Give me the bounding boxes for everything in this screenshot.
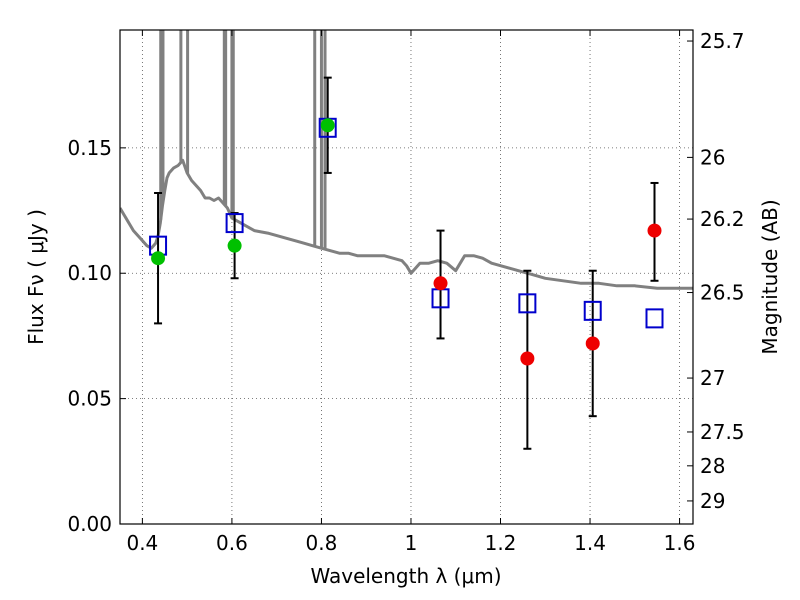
y2-tick-label: 26.5: [700, 281, 745, 305]
observed-point-green: [151, 251, 166, 266]
observed-point-red: [520, 351, 535, 366]
x-tick-label: 1: [405, 531, 418, 555]
y-axis-title: Flux Fν ( μJy ): [24, 209, 48, 345]
y-tick-label: 0.05: [67, 387, 112, 411]
plot-frame: [119, 29, 694, 525]
observed-point-green: [227, 238, 242, 253]
y-tick-label: 0.10: [67, 261, 112, 285]
y-tick-label: 0.00: [67, 512, 112, 536]
observed-point-red: [585, 336, 600, 351]
x-tick-label: 0.8: [306, 531, 338, 555]
y2-tick-label: 26.2: [700, 207, 745, 231]
y2-axis-title: Magnitude (AB): [758, 199, 782, 354]
y-tick-label: 0.15: [67, 136, 112, 160]
y2-tick-label: 29: [700, 489, 725, 513]
x-tick-label: 1.6: [664, 531, 696, 555]
y2-tick-label: 26: [700, 145, 725, 169]
axis-ticks: 0.4 0.6 0.8 1 1.2 1.4 1.6 0.00 0.05 0.10 0.15 25.7 2…: [67, 29, 744, 555]
y2-tick-label: 25.7: [700, 29, 745, 53]
model-photometry-square: [225, 213, 244, 234]
x-axis-title: Wavelength λ (μm): [310, 564, 501, 588]
model-photometry-square: [583, 300, 602, 321]
y2-tick-label: 27: [700, 366, 725, 390]
plot-area: [120, 30, 693, 450]
y2-tick-label: 27.5: [700, 420, 745, 444]
model-photometry-square: [518, 293, 537, 314]
y2-tick-label: 28: [700, 454, 725, 478]
observed-point-red: [647, 223, 662, 238]
x-tick-label: 0.6: [216, 531, 248, 555]
model-sed-line: [120, 158, 693, 290]
x-tick-label: 0.4: [126, 531, 158, 555]
model-photometry-square: [645, 308, 664, 329]
x-tick-label: 1.2: [485, 531, 517, 555]
observed-point-red: [433, 276, 448, 291]
observed-point-green: [320, 118, 335, 133]
x-tick-label: 1.4: [574, 531, 606, 555]
